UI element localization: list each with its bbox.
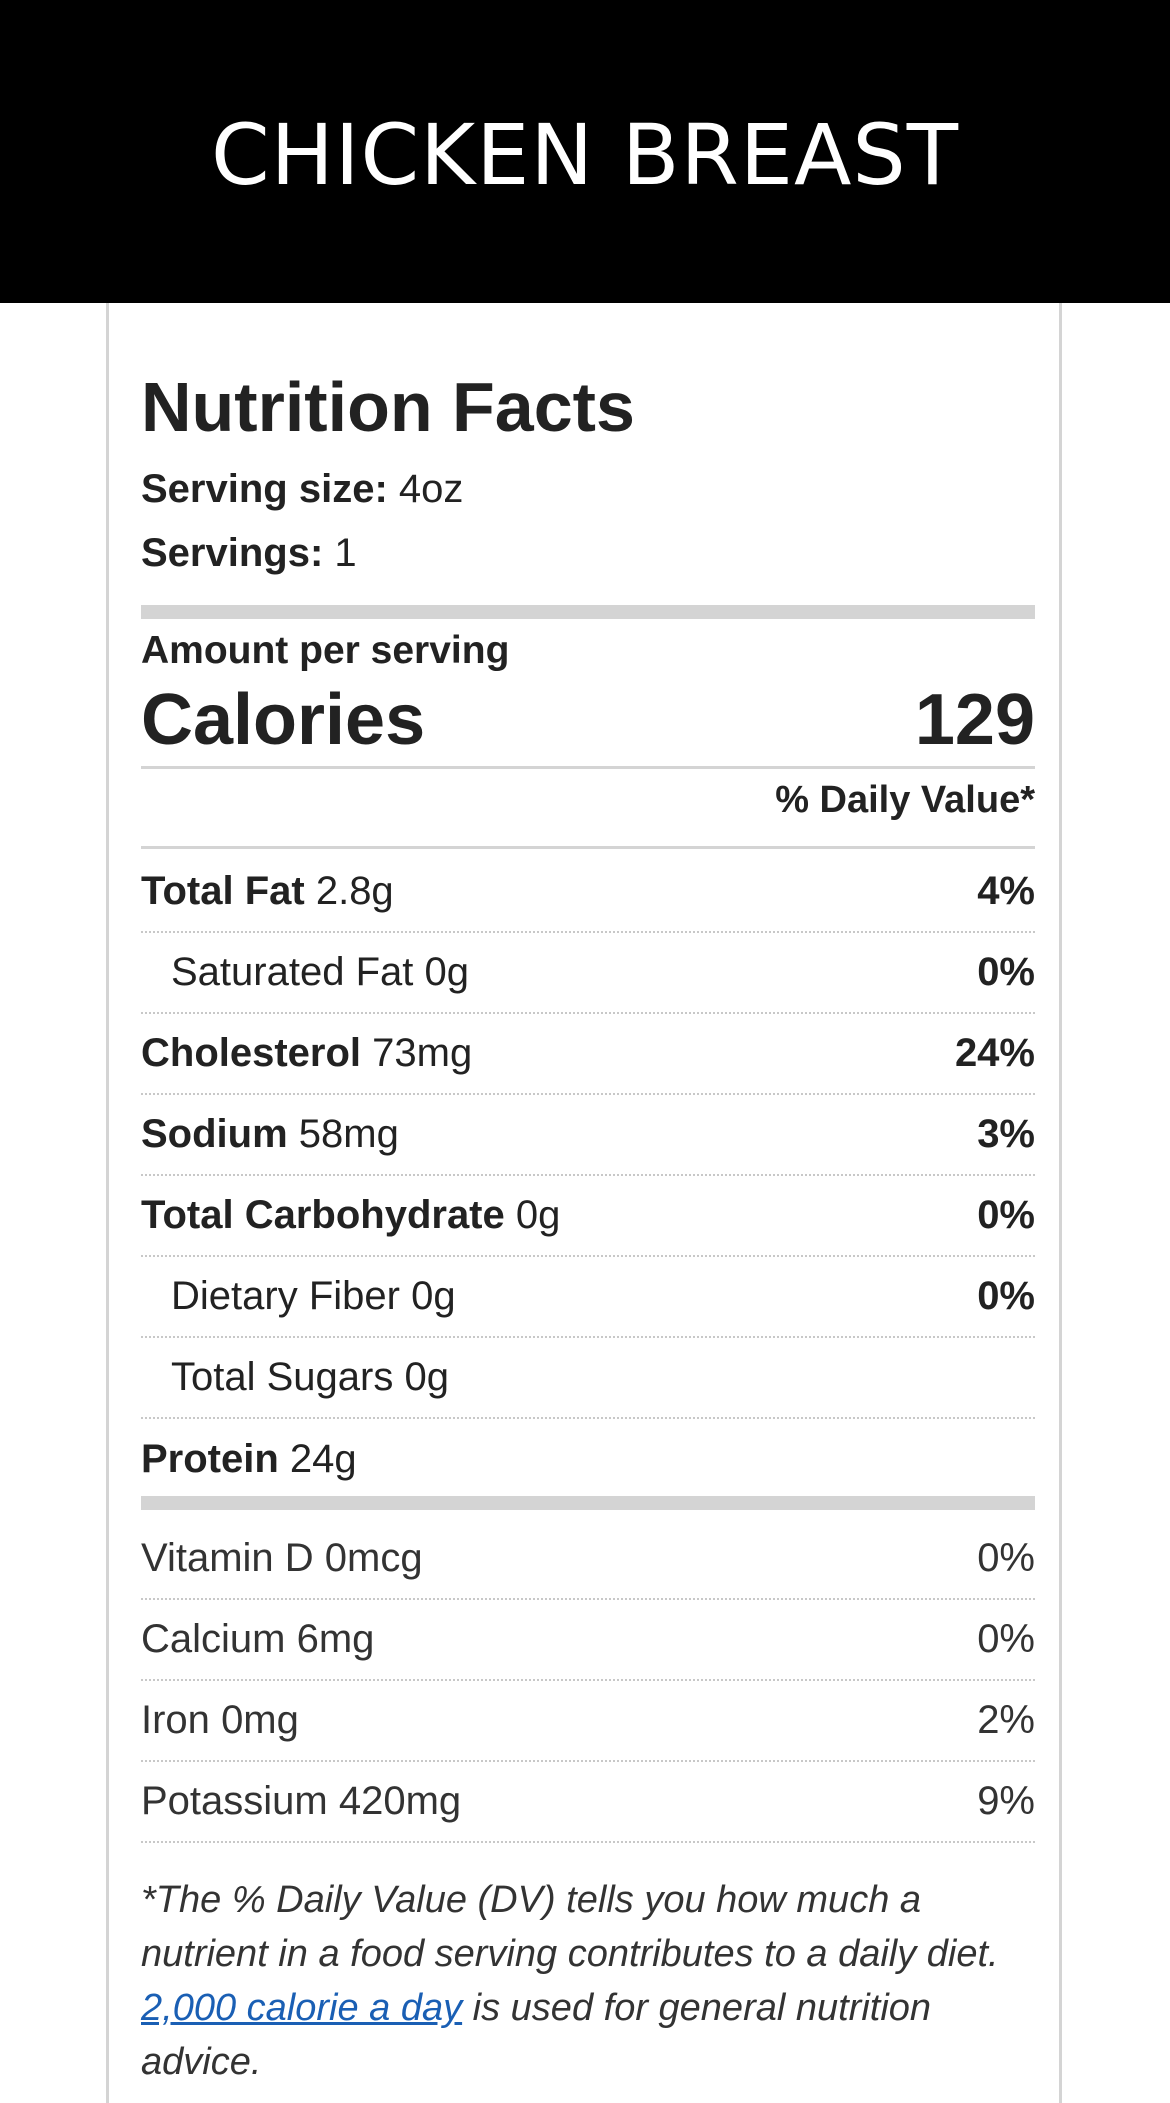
nutrient-label: Dietary Fiber 0g — [141, 1274, 456, 1319]
nutrient-label: Total Sugars 0g — [141, 1355, 449, 1400]
page-title: CHICKEN BREAST — [210, 105, 960, 204]
nutrient-row-saturated-fat: Saturated Fat 0g 0% — [141, 933, 1035, 1014]
nutrient-name: Total Sugars — [171, 1355, 394, 1399]
divider — [141, 846, 1035, 849]
footnote-text: *The % Daily Value (DV) tells you how mu… — [141, 1879, 999, 1975]
nutrient-row-total-sugars: Total Sugars 0g — [141, 1338, 1035, 1419]
divider-thick — [141, 1496, 1035, 1510]
serving-size: Serving size: 4oz — [141, 467, 463, 512]
nutrient-row-protein: Protein 24g — [141, 1419, 1035, 1500]
nutrient-name: Protein — [141, 1437, 279, 1481]
nutrient-amount: 6mg — [296, 1617, 375, 1661]
nutrient-daily-value: 4% — [977, 869, 1035, 913]
vitamin-row-calcium: Calcium 6mg 0% — [141, 1600, 1035, 1681]
nutrient-daily-value: 0% — [977, 1274, 1035, 1318]
divider-thick — [141, 605, 1035, 619]
nutrition-facts-heading: Nutrition Facts — [141, 368, 635, 446]
nutrient-amount: 58mg — [298, 1112, 399, 1156]
nutrient-name: Vitamin D — [141, 1536, 314, 1580]
nutrient-row-total-carbohydrate: Total Carbohydrate 0g 0% — [141, 1176, 1035, 1257]
nutrient-label: Total Carbohydrate 0g — [141, 1193, 560, 1238]
daily-value-footnote: *The % Daily Value (DV) tells you how mu… — [141, 1873, 1035, 2089]
nutrition-label: Nutrition Facts Serving size: 4oz Servin… — [106, 303, 1062, 2103]
nutrient-amount: 73mg — [372, 1031, 473, 1075]
nutrient-amount: 0mcg — [324, 1536, 423, 1580]
nutrient-label: Potassium 420mg — [141, 1779, 461, 1824]
nutrient-daily-value: 2% — [977, 1698, 1035, 1742]
nutrient-daily-value: 0% — [977, 1617, 1035, 1661]
nutrient-daily-value: 0% — [977, 1536, 1035, 1580]
nutrient-daily-value: 9% — [977, 1779, 1035, 1823]
nutrient-name: Saturated Fat — [171, 950, 414, 994]
nutrient-daily-value: 3% — [977, 1112, 1035, 1156]
servings: Servings: 1 — [141, 531, 357, 576]
nutrient-label: Cholesterol 73mg — [141, 1031, 472, 1076]
nutrient-name: Calcium — [141, 1617, 286, 1661]
calories-value: 129 — [914, 680, 1035, 760]
nutrient-amount: 420mg — [338, 1779, 462, 1823]
nutrient-label: Vitamin D 0mcg — [141, 1536, 423, 1581]
divider — [141, 766, 1035, 769]
vitamin-row-potassium: Potassium 420mg 9% — [141, 1762, 1035, 1843]
calorie-reference-link[interactable]: 2,000 calorie a day — [141, 1987, 463, 2029]
nutrient-name: Cholesterol — [141, 1031, 362, 1075]
nutrient-amount: 2.8g — [315, 869, 394, 913]
nutrient-daily-value: 0% — [977, 950, 1035, 994]
nutrient-label: Iron 0mg — [141, 1698, 299, 1743]
nutrient-daily-value: 0% — [977, 1193, 1035, 1237]
nutrient-amount: 0g — [515, 1193, 561, 1237]
vitamin-row-vitamin-d: Vitamin D 0mcg 0% — [141, 1519, 1035, 1600]
servings-label: Servings: — [141, 531, 324, 575]
nutrient-amount: 0g — [411, 1274, 456, 1318]
serving-size-value: 4oz — [398, 467, 464, 511]
footnote-text-continued: is used for general nutrition advice. — [141, 1987, 932, 2083]
nutrient-amount: 0mg — [221, 1698, 299, 1742]
nutrient-label: Total Fat 2.8g — [141, 869, 394, 914]
nutrient-name: Sodium — [141, 1112, 288, 1156]
nutrient-label: Protein 24g — [141, 1437, 357, 1482]
nutrient-name: Total Fat — [141, 869, 305, 913]
nutrient-name: Dietary Fiber — [171, 1274, 400, 1318]
vitamin-row-iron: Iron 0mg 2% — [141, 1681, 1035, 1762]
nutrient-name: Potassium — [141, 1779, 328, 1823]
nutrient-row-dietary-fiber: Dietary Fiber 0g 0% — [141, 1257, 1035, 1338]
serving-size-label: Serving size: — [141, 467, 388, 511]
nutrient-amount: 0g — [424, 950, 470, 994]
nutrient-label: Saturated Fat 0g — [141, 950, 469, 995]
nutrient-amount: 0g — [404, 1355, 449, 1399]
nutrient-row-total-fat: Total Fat 2.8g 4% — [141, 852, 1035, 933]
calories-row: Calories 129 — [141, 679, 1035, 761]
nutrient-name: Total Carbohydrate — [141, 1193, 505, 1237]
daily-value-header: % Daily Value* — [775, 779, 1035, 821]
nutrient-amount: 24g — [289, 1437, 357, 1481]
nutrient-row-sodium: Sodium 58mg 3% — [141, 1095, 1035, 1176]
nutrient-label: Sodium 58mg — [141, 1112, 399, 1157]
nutrient-name: Iron — [141, 1698, 210, 1742]
calories-label: Calories — [141, 680, 426, 760]
amount-per-serving: Amount per serving — [141, 629, 510, 672]
nutrient-label: Calcium 6mg — [141, 1617, 374, 1662]
nutrient-daily-value: 24% — [954, 1031, 1035, 1075]
nutrient-row-cholesterol: Cholesterol 73mg 24% — [141, 1014, 1035, 1095]
servings-value: 1 — [334, 531, 357, 575]
title-banner: CHICKEN BREAST — [0, 0, 1170, 303]
